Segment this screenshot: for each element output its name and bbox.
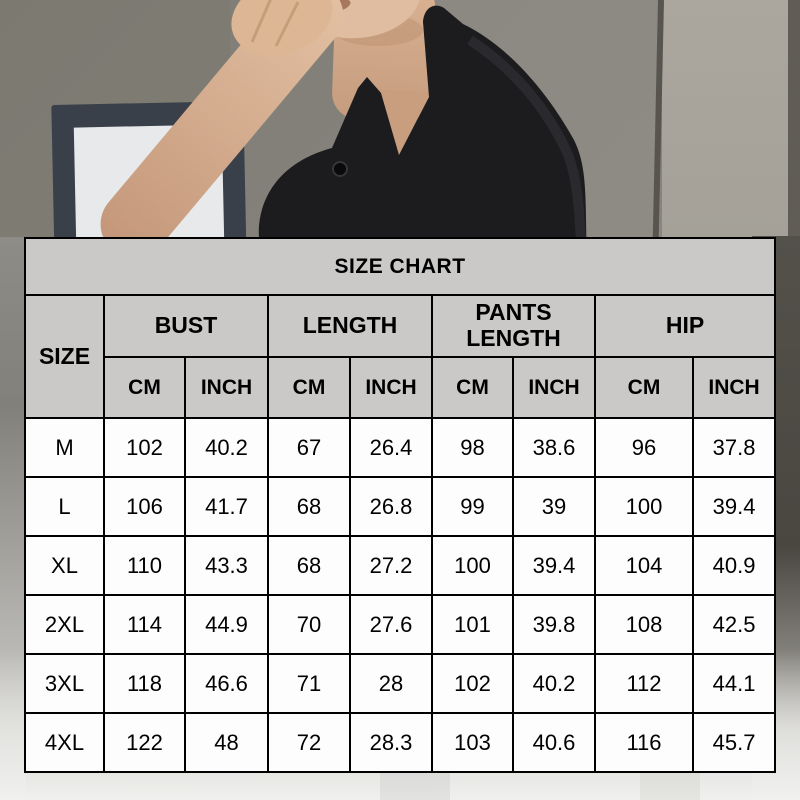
cell: 122 [103, 712, 186, 773]
cell: 70 [267, 594, 351, 655]
finger-line [274, 1, 300, 47]
cell: 40.2 [184, 417, 269, 478]
unit-header: INCH [691, 356, 777, 419]
cell: 116 [594, 712, 694, 773]
unit-header: INCH [349, 356, 433, 419]
unit-header: INCH [184, 356, 269, 419]
cell: 72 [267, 712, 351, 773]
unit-header: INCH [512, 356, 596, 419]
size-label: L [24, 476, 105, 537]
size-label: 3XL [24, 653, 105, 714]
unit-header: CM [594, 356, 694, 419]
cell: 99 [431, 476, 514, 537]
cell: 100 [431, 535, 514, 596]
cell: 44.9 [184, 594, 269, 655]
cell: 102 [431, 653, 514, 714]
size-label: 2XL [24, 594, 105, 655]
table-row: XL 110 43.3 68 27.2 100 39.4 104 40.9 [24, 535, 777, 596]
cell: 104 [594, 535, 694, 596]
unit-header: CM [103, 356, 186, 419]
cell: 101 [431, 594, 514, 655]
cell: 118 [103, 653, 186, 714]
col-header-bust: BUST [103, 294, 269, 358]
cell: 40.2 [512, 653, 596, 714]
cell: 102 [103, 417, 186, 478]
cell: 106 [103, 476, 186, 537]
cell: 68 [267, 476, 351, 537]
model [100, 0, 587, 259]
cell: 103 [431, 712, 514, 773]
size-chart-table: SIZE CHART SIZE BUST LENGTH PANTS LENGTH… [23, 237, 777, 773]
model-hand [231, 0, 333, 56]
cell: 27.6 [349, 594, 433, 655]
table-row: 4XL 122 48 72 28.3 103 40.6 116 45.7 [24, 712, 777, 773]
table-row: L 106 41.7 68 26.8 99 39 100 39.4 [24, 476, 777, 537]
col-header-hip: HIP [593, 294, 777, 358]
table-group-header-row: SIZE BUST LENGTH PANTS LENGTH HIP [24, 294, 777, 419]
table-row: M 102 40.2 67 26.4 98 38.6 96 37.8 [24, 417, 777, 478]
size-label: XL [24, 535, 105, 596]
cell: 43.3 [184, 535, 269, 596]
cell: 110 [103, 535, 186, 596]
cell: 28 [349, 653, 433, 714]
table-unit-header-row: CM INCH CM INCH CM INCH CM INCH [25, 356, 777, 419]
cell: 39.4 [691, 476, 777, 537]
cell: 42.5 [691, 594, 777, 655]
table-row: 3XL 118 46.6 71 28 102 40.2 112 44.1 [24, 653, 777, 714]
cell: 108 [594, 594, 694, 655]
unit-header: CM [431, 356, 514, 419]
cell: 45.7 [691, 712, 777, 773]
cell: 98 [431, 417, 514, 478]
size-chart-title: SIZE CHART [23, 237, 777, 296]
shirt-fold-highlight [467, 35, 586, 251]
cell: 39.8 [512, 594, 596, 655]
cell: 40.6 [512, 712, 596, 773]
finger-line [250, 0, 272, 43]
cell: 71 [267, 653, 351, 714]
cell: 26.4 [349, 417, 433, 478]
cell: 114 [103, 594, 186, 655]
cell: 26.8 [349, 476, 433, 537]
cell: 37.8 [691, 417, 777, 478]
cell: 40.9 [691, 535, 777, 596]
cell: 68 [267, 535, 351, 596]
cell: 46.6 [184, 653, 269, 714]
cell: 27.2 [349, 535, 433, 596]
cell: 41.7 [184, 476, 269, 537]
cell: 44.1 [691, 653, 777, 714]
col-header-pants-length: PANTS LENGTH [431, 294, 596, 358]
unit-header: CM [267, 356, 351, 419]
size-label: 4XL [24, 712, 105, 773]
table-title-row: SIZE CHART [23, 237, 777, 296]
cell: 67 [267, 417, 351, 478]
shirt-button [332, 161, 348, 177]
cell: 28.3 [349, 712, 433, 773]
col-header-length: LENGTH [267, 294, 433, 358]
cell: 48 [184, 712, 269, 773]
col-header-pants-length-label: PANTS LENGTH [466, 299, 561, 351]
cell: 96 [594, 417, 694, 478]
cell: 100 [594, 476, 694, 537]
size-label: M [24, 417, 105, 478]
cell: 38.6 [512, 417, 596, 478]
cell: 39.4 [512, 535, 596, 596]
cell: 39 [512, 476, 596, 537]
table-row: 2XL 114 44.9 70 27.6 101 39.8 108 42.5 [24, 594, 777, 655]
col-header-size: SIZE [24, 294, 105, 419]
cell: 112 [594, 653, 694, 714]
